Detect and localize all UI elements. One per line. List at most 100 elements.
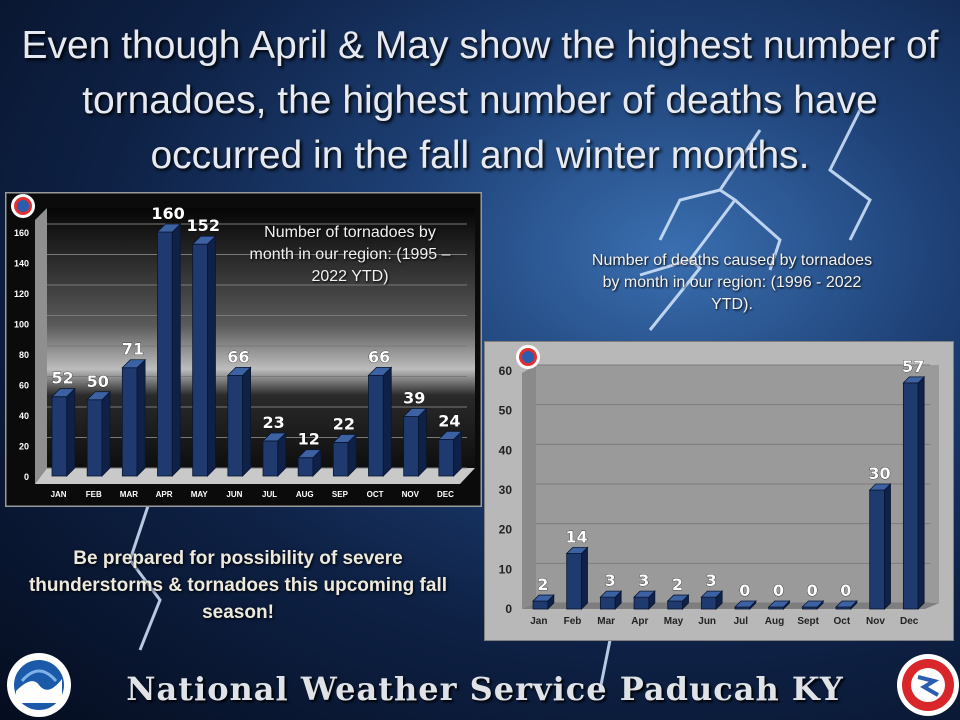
bar-may [666,594,690,610]
data-label: 66 [368,347,390,366]
x-tick-label: Jun [698,616,716,627]
data-label: 0 [739,581,750,600]
x-tick-label: Jan [530,616,547,627]
x-tick-label: Mar [597,616,615,627]
bar-dec [902,375,926,610]
bar-oct [835,600,858,610]
bar-jul [262,431,287,477]
preparedness-message: Be prepared for possibility of severe th… [28,548,448,623]
data-label: 24 [438,411,460,430]
bar-may [191,235,217,477]
x-tick-label: JUN [226,490,242,499]
y-tick-labels: 0 20 40 60 80 100 120 140 160 [14,228,29,482]
bar-mar [599,590,623,610]
data-label: 23 [262,413,284,432]
x-tick-label: OCT [367,490,384,499]
data-label: 30 [868,464,890,483]
y-tick-label: 50 [499,404,513,418]
bar-aug [297,448,322,477]
x-tick-label: AUG [296,490,314,499]
data-label: 12 [298,430,320,449]
bars [532,375,926,610]
data-label: 0 [773,581,784,600]
tornado-chart-caption: Number of tornadoes by month in our regi… [249,224,451,285]
y-tick-label: 30 [499,483,513,497]
x-tick-label: DEC [437,490,454,499]
x-tick-label: Feb [564,616,582,627]
bars [51,223,463,477]
data-label: 3 [638,571,649,590]
x-tick-label: APR [156,490,173,499]
x-tick-label: FEB [86,490,102,499]
nws-badge-icon [516,345,540,369]
y-gridlines [47,223,467,469]
data-label: 2 [672,575,683,594]
tornado-count-chart: 0 20 40 60 80 100 120 140 160 JAN FEB MAR APR MAY JUN… [5,192,482,507]
deaths-chart-caption: Number of deaths caused by tornadoes by … [591,252,873,313]
bar-feb [565,546,589,610]
bar-aug [767,600,791,610]
data-label: 39 [403,389,425,408]
x-tick-label: SEP [332,490,349,499]
bar-feb [86,390,111,477]
data-label: 0 [840,581,851,600]
y-tick-label: 0 [505,602,512,616]
x-tick-label: MAR [120,490,138,499]
data-label: 22 [333,414,355,433]
data-label: 66 [227,347,249,366]
x-tick-label: Aug [765,616,784,627]
bar-jan [51,387,76,477]
y-tick-label: 0 [24,472,29,482]
x-tick-label: NOV [402,490,420,499]
data-label: 3 [706,571,717,590]
bar-nov [868,483,892,610]
bar-jul [734,600,757,610]
footer-title: National Weather Service Paducah KY [126,670,844,708]
x-tick-label: Nov [866,616,885,627]
plot-backwall [35,208,475,484]
data-label: 160 [151,204,184,223]
data-label: 0 [807,581,818,600]
x-tick-label: JAN [51,490,67,499]
x-tick-labels: JAN FEB MAR APR MAY JUN JUL AUG SEP OCT NOV DEC [51,490,455,499]
y-tick-label: 10 [499,562,513,576]
data-label: 71 [122,340,144,359]
y-tick-label: 40 [19,411,29,421]
noaa-logo-icon [7,653,71,717]
y-tick-label: 160 [14,228,29,238]
bar-mar [121,358,147,477]
bar-nov [402,407,428,477]
y-tick-label: 100 [14,320,29,330]
bar-sep [332,433,358,477]
data-label: 57 [902,357,924,376]
bar-jun [226,366,252,477]
y-tick-label: 20 [499,523,513,537]
y-tick-label: 140 [14,259,29,269]
data-label: 14 [565,527,587,546]
bar-oct [367,366,393,477]
y-tick-label: 80 [19,350,29,360]
nws-badge-icon [11,194,35,218]
x-tick-label: JUL [262,490,277,499]
x-tick-label: Dec [900,616,919,627]
data-label: 2 [537,575,548,594]
x-tick-label: MAY [191,490,209,499]
data-label: 3 [605,571,616,590]
bar-jan [532,594,555,610]
x-tick-label: May [664,616,684,627]
x-tick-labels: Jan Feb Mar Apr May Jun Jul Aug Sept Oct Nov Dec [530,616,919,627]
nws-logo-icon [897,654,959,716]
headline: Even though April & May show the highest… [21,24,939,177]
bar-jun [700,590,724,610]
data-label: 152 [187,216,220,235]
y-tick-labels: 0 10 20 30 40 50 60 [499,364,513,616]
x-tick-label: Jul [734,616,749,627]
bar-apr [156,223,182,477]
x-tick-label: Oct [833,616,850,627]
data-label: 52 [51,369,73,388]
data-label: 50 [87,372,109,391]
y-tick-label: 40 [499,443,513,457]
